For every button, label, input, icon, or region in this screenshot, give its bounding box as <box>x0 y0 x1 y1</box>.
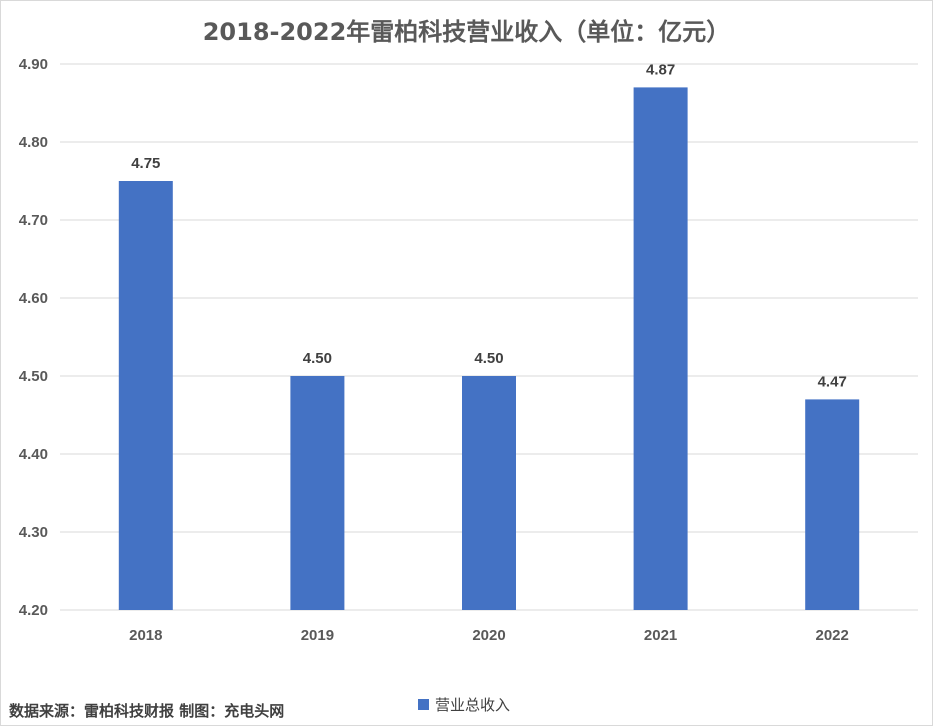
y-tick-label: 4.90 <box>19 56 48 73</box>
x-tick-label: 2021 <box>644 627 677 644</box>
x-tick-label: 2019 <box>301 627 334 644</box>
y-tick-label: 4.40 <box>19 446 48 463</box>
y-tick-label: 4.70 <box>19 212 48 229</box>
data-label: 4.75 <box>131 155 160 172</box>
data-label: 4.50 <box>303 350 332 367</box>
source-note: 数据来源：雷柏科技财报 制图：充电头网 <box>9 702 285 720</box>
bar <box>633 87 688 610</box>
x-tick-label: 2018 <box>129 627 162 644</box>
y-tick-label: 4.50 <box>19 368 48 385</box>
bar-chart: 4.20 4.30 4.40 4.50 4.60 4.70 4.80 4.90 4.75 2018… <box>19 56 918 644</box>
bar <box>462 376 516 610</box>
x-tick-label: 2022 <box>816 627 849 644</box>
bar <box>290 376 345 610</box>
data-label: 4.50 <box>474 350 503 367</box>
y-tick-label: 4.60 <box>19 290 48 307</box>
data-label: 4.47 <box>818 373 847 390</box>
bar <box>805 399 860 610</box>
legend-swatch <box>418 699 429 710</box>
y-tick-label: 4.20 <box>19 602 48 619</box>
y-tick-label: 4.80 <box>19 134 48 151</box>
y-tick-label: 4.30 <box>19 524 48 541</box>
bar <box>118 181 173 610</box>
chart-title: 2018-2022年雷柏科技营业收入（单位：亿元） <box>202 18 731 46</box>
data-label: 4.87 <box>646 61 675 78</box>
legend: 营业总收入 <box>418 694 510 715</box>
x-tick-label: 2020 <box>472 627 505 644</box>
legend-label: 营业总收入 <box>435 696 511 714</box>
